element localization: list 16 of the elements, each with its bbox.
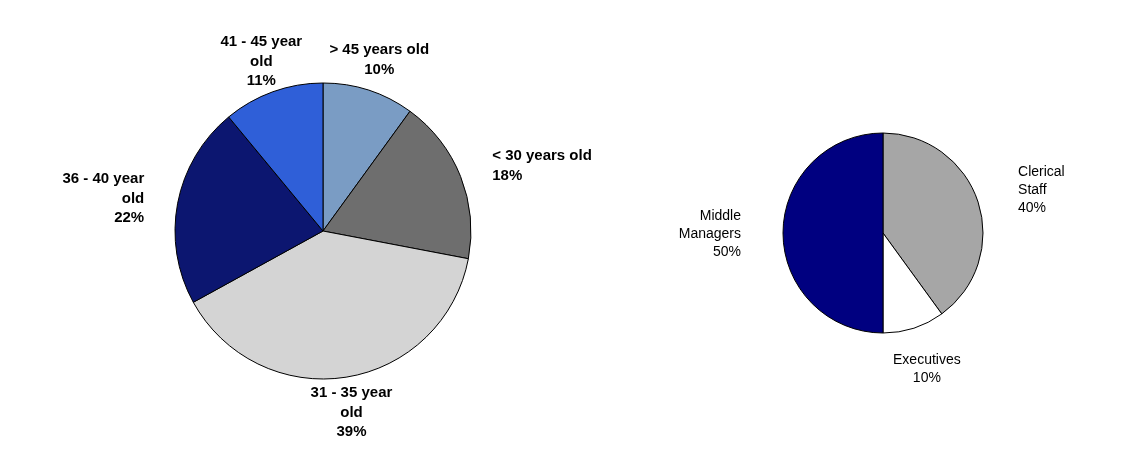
slice-label: 36 - 40 year old [62, 168, 145, 206]
data-label: 50% [712, 243, 741, 260]
slice-label: 41 - 45 year old [220, 31, 303, 69]
data-label: 10% [364, 59, 395, 77]
data-label: 11% [246, 70, 276, 88]
data-label: 39% [336, 421, 367, 439]
slice-label: Executives [893, 350, 961, 367]
slice-label: Clerical Staff [1018, 162, 1065, 198]
slice-label: < 30 years old [492, 145, 592, 163]
slice-label: > 45 years old [329, 39, 430, 57]
slice-label: 31 - 35 year old [310, 382, 393, 420]
data-label: 40% [1018, 199, 1047, 216]
data-label: 10% [912, 369, 941, 386]
data-label: 18% [492, 165, 523, 183]
data-label: 22% [114, 207, 145, 225]
slice-label: Middle Managers [678, 206, 742, 241]
